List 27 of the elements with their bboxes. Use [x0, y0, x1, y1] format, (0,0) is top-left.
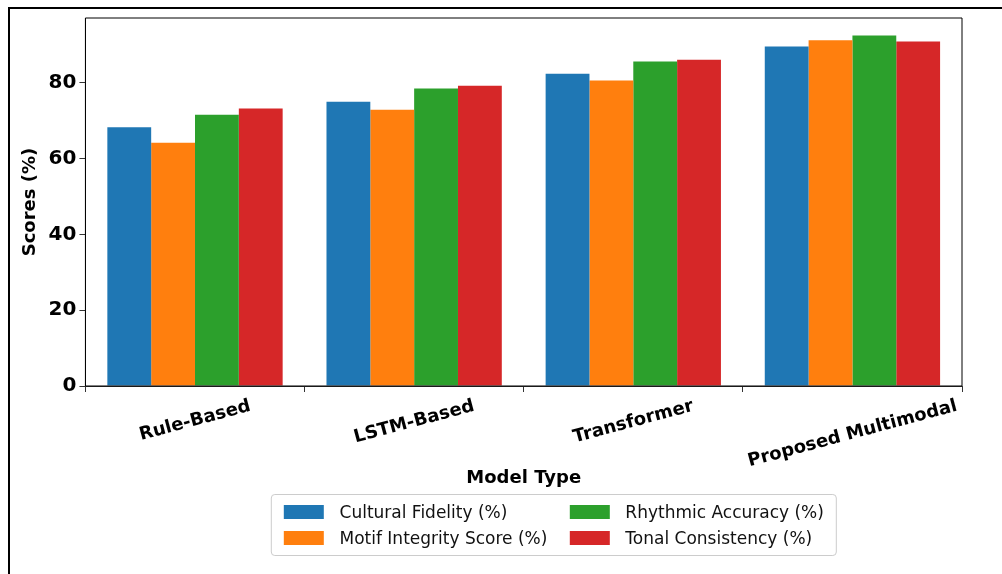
bar	[326, 101, 371, 386]
legend-label: Motif Integrity Score (%)	[339, 527, 548, 548]
y-tick-label: 60	[48, 144, 77, 169]
bar	[238, 108, 283, 386]
legend-label: Cultural Fidelity (%)	[339, 501, 508, 522]
bar	[677, 59, 721, 386]
y-tick-label: 0	[62, 372, 77, 397]
bar	[414, 88, 458, 386]
bar	[151, 142, 195, 386]
bar	[896, 41, 941, 386]
legend-label: Rhythmic Accuracy (%)	[625, 501, 824, 522]
bar	[545, 73, 590, 386]
y-tick-label: 80	[48, 69, 77, 94]
bar	[808, 40, 853, 386]
bar	[457, 85, 502, 386]
bar	[107, 127, 152, 386]
bar	[633, 61, 678, 386]
bar	[589, 80, 634, 386]
legend-label: Tonal Consistency (%)	[625, 527, 813, 548]
bar	[370, 109, 415, 386]
y-tick-label: 20	[48, 296, 77, 321]
y-axis-title: Scores (%)	[18, 147, 40, 257]
x-axis-title: Model Type	[466, 465, 582, 487]
bar	[764, 46, 809, 386]
y-tick-label: 40	[48, 220, 77, 245]
bar	[195, 114, 239, 386]
bar	[852, 35, 897, 386]
